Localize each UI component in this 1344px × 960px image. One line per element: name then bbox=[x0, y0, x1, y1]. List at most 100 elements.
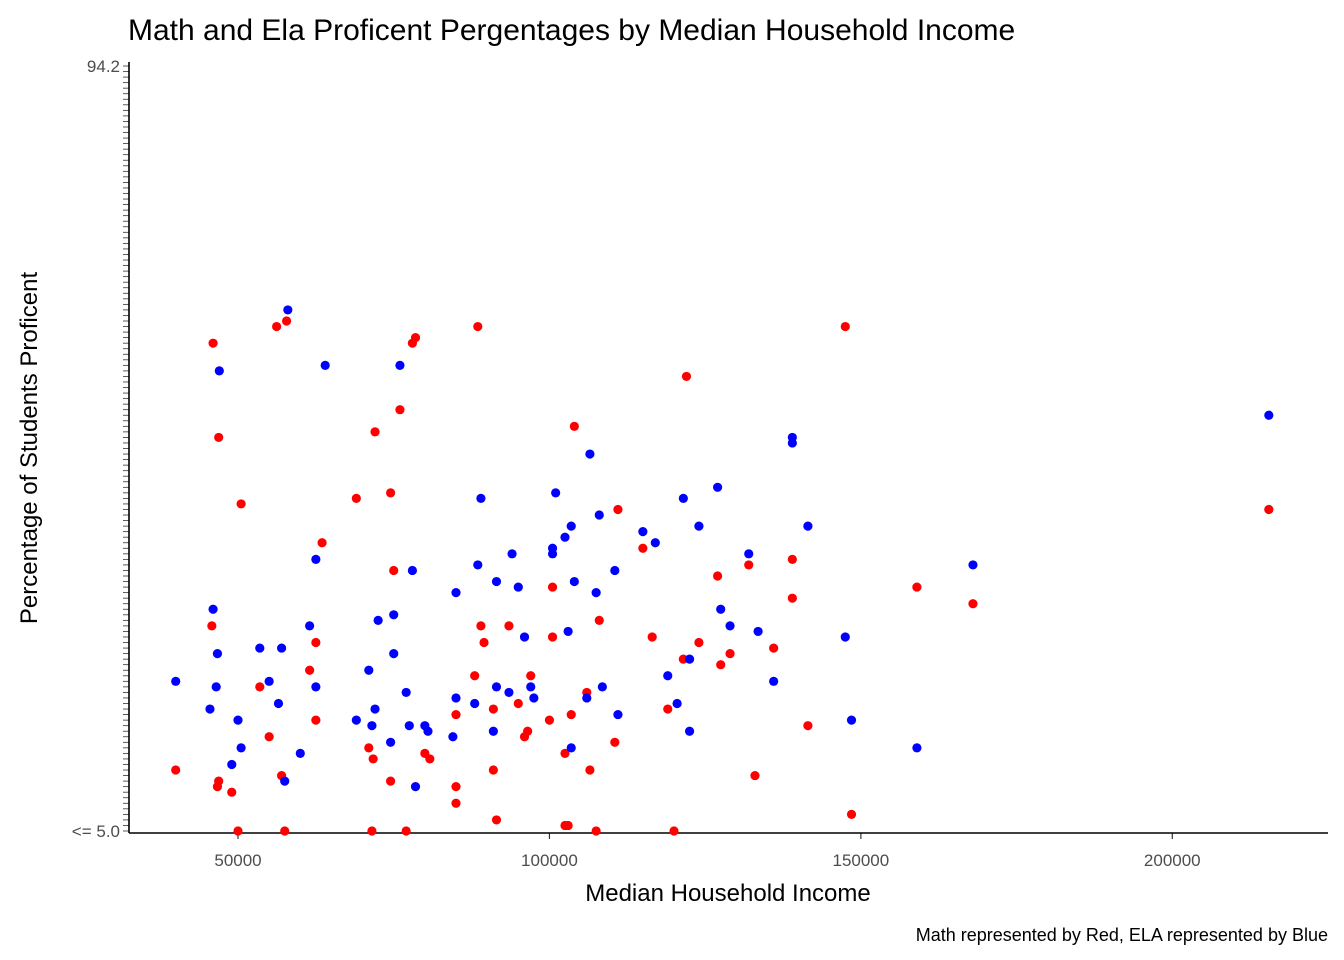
ela-point bbox=[273, 698, 284, 709]
ela-point bbox=[255, 643, 265, 653]
math-point bbox=[395, 405, 405, 415]
ela-point bbox=[280, 776, 290, 786]
math-point bbox=[594, 615, 604, 625]
ela-point bbox=[513, 582, 523, 592]
ela-point bbox=[582, 693, 592, 703]
ela-point bbox=[753, 626, 763, 637]
math-point bbox=[227, 787, 237, 797]
math-point bbox=[305, 665, 315, 675]
ela-point bbox=[694, 521, 704, 531]
ela-point bbox=[594, 510, 604, 520]
ela-point bbox=[364, 665, 374, 675]
math-point bbox=[610, 737, 620, 747]
math-point bbox=[513, 698, 523, 709]
ela-point bbox=[205, 704, 215, 714]
math-point bbox=[451, 782, 461, 792]
math-point bbox=[713, 571, 723, 581]
math-point bbox=[401, 826, 411, 836]
y-axis-ticks: <= 5.0 94.2 bbox=[72, 57, 129, 841]
math-point bbox=[569, 421, 579, 431]
ela-point bbox=[491, 576, 502, 587]
x-tick-label: 50000 bbox=[214, 851, 261, 870]
math-point bbox=[389, 565, 399, 576]
ela-point bbox=[638, 527, 648, 537]
math-point bbox=[451, 798, 461, 808]
math-point bbox=[311, 715, 321, 725]
ela-point bbox=[214, 366, 224, 376]
math-point bbox=[694, 637, 704, 648]
math-point bbox=[476, 621, 486, 631]
ela-point bbox=[650, 538, 660, 548]
math-point bbox=[171, 765, 181, 775]
math-point bbox=[410, 333, 421, 343]
ela-point bbox=[404, 721, 414, 731]
ela-point bbox=[295, 748, 305, 758]
ela-point bbox=[613, 709, 623, 720]
ela-point bbox=[507, 549, 517, 559]
math-point bbox=[663, 704, 673, 714]
math-point bbox=[370, 427, 380, 437]
math-point bbox=[214, 776, 224, 786]
ela-point bbox=[470, 698, 480, 709]
ela-point bbox=[663, 671, 673, 681]
y-tick-label: 94.2 bbox=[87, 57, 120, 76]
ela-point bbox=[547, 543, 558, 553]
chart-caption: Math represented by Red, ELA represented… bbox=[916, 925, 1328, 945]
ela-point bbox=[1264, 410, 1274, 420]
ela-point bbox=[401, 687, 411, 698]
ela-point bbox=[389, 610, 399, 620]
ela-point bbox=[264, 676, 274, 686]
y-axis-title: Percentage of Students Proficent bbox=[16, 272, 43, 625]
ela-point bbox=[407, 565, 417, 576]
ela-point bbox=[311, 682, 321, 692]
math-point bbox=[208, 338, 218, 348]
ela-point bbox=[211, 682, 221, 692]
ela-point bbox=[423, 726, 433, 736]
ela-point bbox=[840, 632, 850, 642]
math-point bbox=[591, 826, 601, 836]
ela-point bbox=[283, 305, 293, 315]
math-point bbox=[526, 671, 536, 681]
ela-point bbox=[713, 482, 723, 492]
ela-point bbox=[395, 360, 405, 370]
ela-point bbox=[526, 682, 536, 692]
ela-point bbox=[787, 432, 797, 443]
ela-point bbox=[473, 560, 483, 570]
ela-point bbox=[212, 649, 223, 659]
math-point bbox=[504, 621, 514, 631]
ela-point bbox=[912, 743, 922, 753]
math-point bbox=[566, 709, 576, 720]
math-point bbox=[264, 732, 274, 742]
math-point bbox=[488, 704, 498, 714]
ela-point bbox=[769, 676, 779, 686]
math-point bbox=[560, 748, 570, 758]
ela-point bbox=[236, 743, 246, 753]
math-point bbox=[425, 754, 435, 764]
ela-point bbox=[684, 726, 695, 736]
ela-point bbox=[305, 621, 315, 631]
math-point bbox=[479, 637, 489, 648]
ela-point bbox=[529, 693, 539, 703]
ela-point bbox=[476, 493, 486, 503]
ela-point bbox=[672, 698, 682, 709]
ela-point bbox=[566, 521, 576, 531]
math-point bbox=[912, 582, 922, 592]
ela-point bbox=[519, 632, 530, 642]
math-point bbox=[787, 554, 797, 564]
math-point bbox=[272, 321, 282, 332]
ela-point bbox=[504, 687, 514, 698]
ela-point bbox=[373, 615, 383, 625]
data-points bbox=[171, 305, 1274, 836]
math-point bbox=[725, 649, 735, 659]
ela-point bbox=[311, 554, 321, 564]
ela-point bbox=[846, 715, 857, 725]
x-tick-label: 150000 bbox=[832, 851, 889, 870]
math-point bbox=[317, 538, 327, 548]
ela-point bbox=[208, 604, 218, 614]
ela-point bbox=[610, 565, 620, 576]
ela-point bbox=[551, 488, 561, 498]
math-point bbox=[563, 820, 573, 831]
ela-point bbox=[277, 643, 287, 653]
math-point bbox=[311, 637, 321, 648]
math-point bbox=[233, 826, 243, 836]
